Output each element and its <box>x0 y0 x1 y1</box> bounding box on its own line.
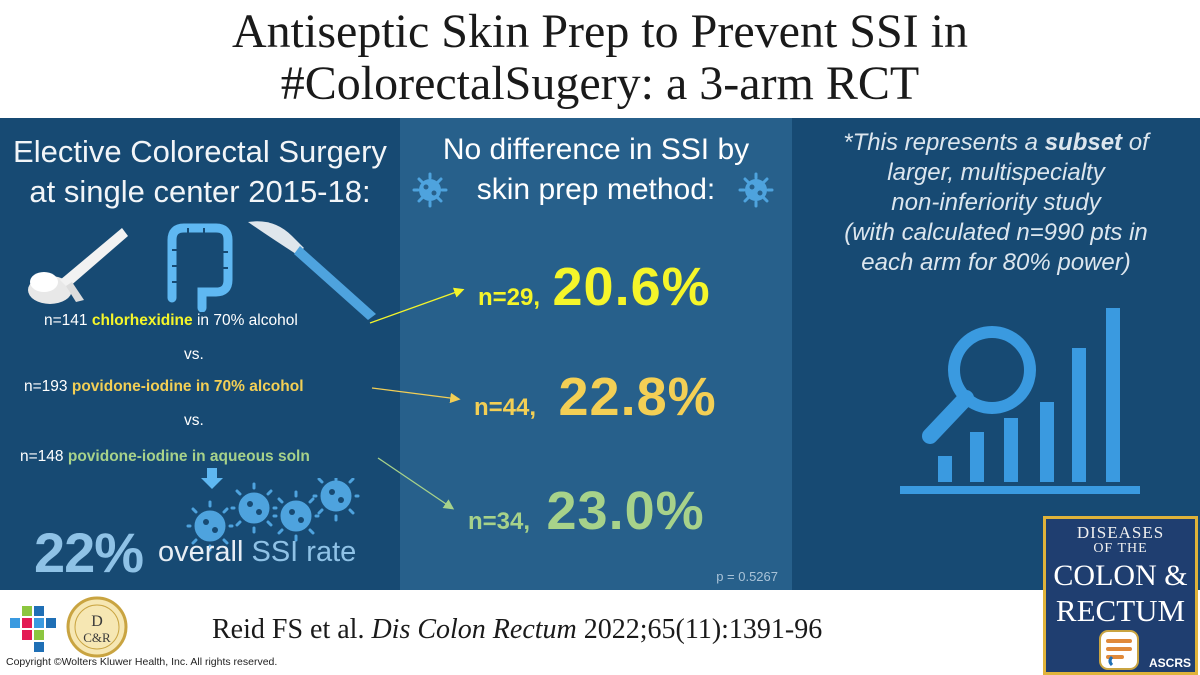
result-2-n: n=44, <box>474 394 537 421</box>
result-povidone-aqueous: n=34, 23.0% <box>468 480 705 542</box>
arrow-chlorhexidine <box>369 287 465 324</box>
colon-icon <box>167 223 233 312</box>
overall-ssi-label: overall SSI rate <box>158 536 356 569</box>
results-panel: No difference in SSI by skin prep method… <box>400 118 792 590</box>
arm-3-agent: povidone-iodine in aqueous soln <box>67 448 310 465</box>
journal-cover-icon: DISEASES OF THE COLON & RECTUM ASCRS <box>1043 516 1198 675</box>
study-note-line-1: *This represents a subset of <box>792 128 1200 158</box>
arm-1-agent: chlorhexidine <box>91 312 193 329</box>
study-design-panel: Elective Colorectal Surgery at single ce… <box>0 118 400 590</box>
title-line-1: Antiseptic Skin Prep to Prevent SSI in <box>232 5 968 58</box>
result-1-percent: 20.6% <box>552 257 711 317</box>
study-note-line-2: larger, multispecialty <box>887 159 1105 186</box>
citation: Reid FS et al. Dis Colon Rectum 2022;65(… <box>212 614 822 646</box>
vs-label-1: vs. <box>184 346 204 363</box>
overall-ssi-percent: 22% <box>34 521 144 584</box>
p-value: p = 0.5267 <box>716 569 778 584</box>
result-3-n: n=34, <box>468 508 531 535</box>
arm-povidone-alcohol: n=193 povidone-iodine in 70% alcohol <box>24 378 304 396</box>
journal-title-line-1: DISEASES <box>1076 523 1165 542</box>
arm-1-n: n=141 <box>44 312 88 329</box>
arm-2-agent: povidone-iodine in 70% alcohol <box>71 378 304 395</box>
journal-logo-icon <box>1099 630 1139 670</box>
arm-1-suffix: in 70% alcohol <box>196 312 298 329</box>
scalpel-icon <box>248 221 376 320</box>
vs-label-2: vs. <box>184 412 204 429</box>
citation-authors: Reid FS et al. <box>212 614 372 645</box>
down-arrow-icon <box>201 468 223 489</box>
arm-2-n: n=193 <box>24 378 68 395</box>
journal-society-label: ASCRS <box>1148 656 1191 670</box>
study-note-line-4: (with calculated n=990 pts in <box>844 219 1148 246</box>
study-note-line-1-bold: subset <box>1044 129 1123 156</box>
result-2-percent: 22.8% <box>558 367 717 427</box>
results-heading-line-1: No difference in SSI by <box>442 133 750 166</box>
bacteria-icon <box>186 478 360 552</box>
arm-povidone-aqueous: n=148 povidone-iodine in aqueous soln <box>20 448 310 466</box>
result-3-percent: 23.0% <box>546 481 705 541</box>
dcr-seal-logo: D C&R <box>66 596 128 658</box>
study-note-line-1-pre: *This represents a <box>843 129 1045 156</box>
overall-ssi-rate: SSI rate <box>251 536 357 568</box>
citation-volume: 2022;65(11):1391-96 <box>576 614 823 645</box>
arm-chlorhexidine: n=141 chlorhexidine in 70% alcohol <box>44 312 298 330</box>
study-note-panel: *This represents a subset of larger, mul… <box>792 118 1200 590</box>
study-design-heading-line-1: Elective Colorectal Surgery <box>13 134 387 169</box>
journal-title-line-3: COLON & <box>1053 559 1188 592</box>
svg-text:C&R: C&R <box>83 630 111 645</box>
toothbrush-swab-icon <box>28 228 128 304</box>
arrow-povidone-alcohol <box>371 387 461 404</box>
results-heading: No difference in SSI by skin prep method… <box>400 130 792 210</box>
wolters-kluwer-logo <box>10 606 56 652</box>
study-note-line-1-post: of <box>1122 129 1149 156</box>
arrow-povidone-aqueous <box>377 457 455 510</box>
study-note-line-5: each arm for 80% power) <box>861 249 1131 276</box>
copyright-notice: Copyright ©Wolters Kluwer Health, Inc. A… <box>6 656 278 668</box>
result-povidone-alcohol: n=44, 22.8% <box>474 366 717 428</box>
journal-title-line-2: OF THE <box>1093 541 1148 556</box>
magnifier-bar-chart-icon <box>900 308 1140 494</box>
study-note-text: *This represents a subset of larger, mul… <box>792 128 1200 278</box>
title-line-2: #ColorectalSugery: a 3-arm RCT <box>280 57 920 110</box>
citation-journal: Dis Colon Rectum <box>371 614 577 645</box>
bacteria-icon-right <box>738 172 774 208</box>
overall-word: overall <box>158 536 244 568</box>
svg-text:D: D <box>91 613 103 630</box>
results-heading-line-2: skin prep method: <box>476 173 716 206</box>
result-chlorhexidine: n=29, 20.6% <box>478 256 711 318</box>
study-note-line-3: non-inferiority study <box>891 189 1101 216</box>
study-design-heading-line-2: at single center 2015-18: <box>29 174 371 209</box>
arm-3-n: n=148 <box>20 448 64 465</box>
result-1-n: n=29, <box>478 284 541 311</box>
page-title: Antiseptic Skin Prep to Prevent SSI in #… <box>0 6 1200 110</box>
study-design-heading: Elective Colorectal Surgery at single ce… <box>0 132 400 212</box>
journal-title-line-4: RECTUM <box>1055 593 1186 628</box>
bacteria-icon-left <box>412 172 448 208</box>
